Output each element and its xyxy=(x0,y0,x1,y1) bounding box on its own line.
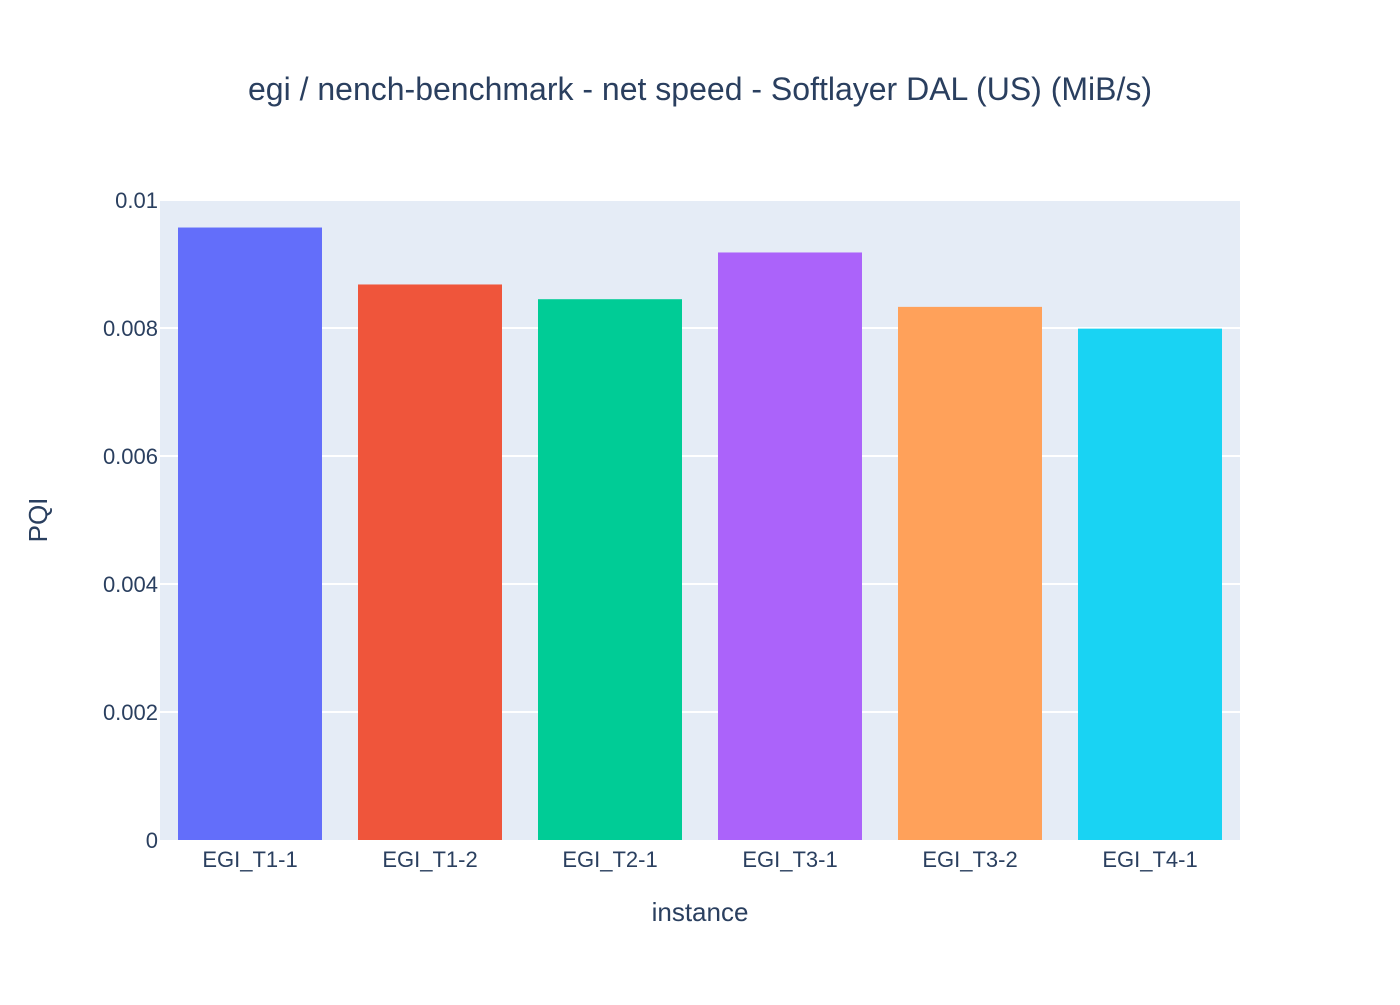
y-axis-title: PQI xyxy=(23,498,53,543)
x-tick-label: EGI_T2-1 xyxy=(562,847,657,872)
bar-egi-t3-2 xyxy=(898,306,1042,840)
bar-egi-t2-1 xyxy=(538,299,682,840)
y-tick-label: 0 xyxy=(146,828,158,853)
x-axis-title: instance xyxy=(652,897,749,927)
y-axis-ticks: 0 0.002 0.004 0.006 0.008 0.01 xyxy=(103,188,158,853)
x-tick-label: EGI_T1-2 xyxy=(382,847,477,872)
x-tick-label: EGI_T4-1 xyxy=(1102,847,1197,872)
y-tick-label: 0.008 xyxy=(103,316,158,341)
bar-egi-t3-1 xyxy=(718,252,862,841)
x-axis-ticks: EGI_T1-1 EGI_T1-2 EGI_T2-1 EGI_T3-1 EGI_T3-2… xyxy=(202,847,1197,872)
x-tick-label: EGI_T3-2 xyxy=(922,847,1017,872)
bar-egi-t1-2 xyxy=(358,284,502,841)
bar-egi-t4-1 xyxy=(1078,328,1222,840)
bars xyxy=(178,227,1222,841)
y-tick-label: 0.01 xyxy=(115,188,158,213)
y-tick-label: 0.002 xyxy=(103,700,158,725)
x-tick-label: EGI_T3-1 xyxy=(742,847,837,872)
chart-title: egi / nench-benchmark - net speed - Soft… xyxy=(248,71,1152,107)
bar-egi-t1-1 xyxy=(178,227,322,840)
x-tick-label: EGI_T1-1 xyxy=(202,847,297,872)
y-tick-label: 0.006 xyxy=(103,444,158,469)
y-tick-label: 0.004 xyxy=(103,572,158,597)
gridlines xyxy=(160,199,1240,713)
plot-background xyxy=(160,200,1240,840)
